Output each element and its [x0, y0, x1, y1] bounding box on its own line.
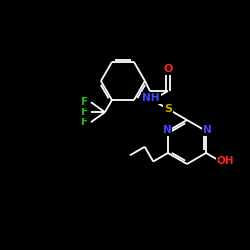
Text: OH: OH: [216, 156, 234, 166]
Text: F: F: [82, 107, 88, 117]
Text: N: N: [162, 125, 171, 135]
Text: O: O: [163, 64, 173, 74]
Text: N: N: [203, 125, 211, 135]
Text: F: F: [82, 117, 88, 127]
Text: NH: NH: [142, 93, 160, 103]
Text: F: F: [82, 97, 88, 107]
Text: S: S: [164, 104, 172, 114]
